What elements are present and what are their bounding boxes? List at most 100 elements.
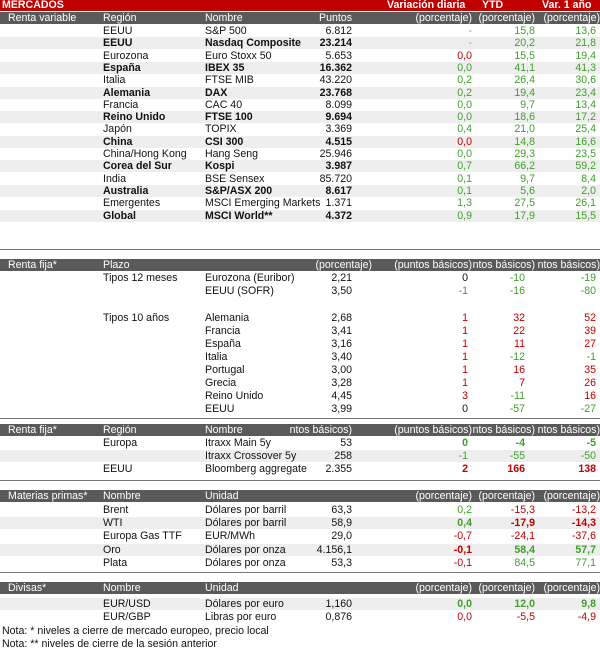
- table-row: España 3,16 1 11 27: [0, 338, 600, 350]
- row-name: CSI 300: [205, 135, 244, 148]
- row-daily-change: 0,2: [457, 86, 472, 99]
- header-daily: (porcentaje): [415, 12, 472, 24]
- header-section-label: Renta fija*: [8, 424, 57, 436]
- row-ytd: 32: [513, 312, 525, 324]
- row-points: 5.653: [325, 49, 352, 62]
- table-row: Francia CAC 40 8.099 0,0 9,7 13,4: [0, 99, 600, 111]
- footnote: Nota: * niveles a cierre de mercado euro…: [2, 625, 269, 637]
- row-ytd: -10: [509, 272, 525, 284]
- table-row: Japón TOPIX 3.369 0,4 21,0 25,4: [0, 123, 600, 135]
- row-region: EEUU: [103, 25, 133, 37]
- header-section-label: Renta variable: [8, 12, 77, 24]
- row-ytd: 22: [513, 325, 525, 337]
- row-daily-change: 0: [462, 272, 468, 284]
- row-1y: -4,9: [577, 611, 596, 623]
- row-name: CAC 40: [205, 98, 243, 111]
- row-name: FTSE 100: [205, 111, 253, 124]
- section-divider: [0, 249, 600, 250]
- row-daily-change: -0,1: [453, 543, 472, 556]
- header-1y: ntos básicos): [537, 424, 600, 436]
- col-ytd-title: YTD: [482, 0, 504, 11]
- row-name: Hang Seng: [205, 148, 259, 160]
- row-region: Alemania: [103, 86, 151, 99]
- row-ytd: -4: [515, 437, 525, 449]
- header-name: Nombre: [103, 490, 141, 502]
- header-divisas: Divisas* Nombre Unidad (porcentaje) (porcent…: [0, 582, 600, 594]
- row-ytd: 26,4: [514, 74, 535, 87]
- header-1y: (porcentaje): [543, 12, 600, 24]
- row-points: 8.617: [325, 184, 352, 197]
- row-ytd: 29,3: [514, 148, 535, 160]
- table-row: Francia 3,41 1 22 39: [0, 325, 600, 337]
- row-ytd: 7: [519, 377, 525, 389]
- footnote: Nota: ** niveles de cierre de la sesión …: [2, 638, 217, 650]
- row-ytd: 12,0: [514, 598, 535, 610]
- row-1y: -50: [580, 450, 596, 462]
- table-row: EEUU (SOFR) 3,50 -1 -16 -80: [0, 285, 600, 297]
- header-region: Región: [103, 424, 137, 436]
- row-daily-change: 3: [462, 390, 468, 402]
- row-daily-change: 2: [462, 463, 468, 475]
- row-1y: 57,7: [575, 543, 596, 556]
- row-value: 3,16: [331, 338, 352, 350]
- row-daily-change: 0,9: [457, 209, 472, 222]
- row-daily-change: 0,0: [457, 135, 472, 148]
- row-1y: 26,1: [575, 197, 596, 210]
- header-unit: Unidad: [205, 582, 239, 594]
- row-name: EUR/GBP: [103, 611, 151, 623]
- row-region: Corea del Sur: [103, 160, 172, 173]
- row-region: Global: [103, 209, 136, 222]
- row-points: 4.515: [325, 135, 352, 148]
- row-daily-change: 0,1: [457, 172, 472, 185]
- table-row: Europa Gas TTF EUR/MWh 29,0 -0,7 -24,1 -37,6: [0, 530, 600, 542]
- row-daily-change: 0,0: [457, 98, 472, 111]
- row-value: 4,45: [331, 390, 352, 402]
- header-daily: (puntos básicos): [394, 424, 472, 436]
- row-value: 1,160: [325, 598, 352, 610]
- row-name: EEUU (SOFR): [205, 285, 274, 297]
- row-1y: 59,2: [575, 160, 596, 173]
- row-value: 63,3: [331, 504, 352, 516]
- row-ytd: 9,7: [520, 172, 535, 185]
- header-name: Nombre: [205, 424, 243, 436]
- row-region: Francia: [103, 98, 139, 111]
- row-daily-change: 1: [462, 325, 468, 337]
- row-1y: 2,0: [581, 184, 596, 197]
- row-1y: 19,4: [575, 49, 596, 62]
- row-daily-change: 1,3: [457, 197, 472, 210]
- row-name: Itraxx Crossover 5y: [205, 450, 297, 462]
- row-ytd: -15,3: [510, 504, 535, 516]
- row-ytd: 84,5: [514, 556, 535, 569]
- row-unit: EUR/MWh: [205, 530, 256, 543]
- table-row: India BSE Sensex 85.720 0,1 9,7 8,4: [0, 173, 600, 185]
- row-value: 3,99: [331, 403, 352, 415]
- header-daily: (puntos básicos): [394, 259, 472, 271]
- row-ytd: 15,5: [514, 49, 535, 62]
- table-row: Corea del Sur Kospi 3.987 0,7 66,2 59,2: [0, 160, 600, 173]
- col-1y-title: Var. 1 año: [542, 0, 592, 11]
- header-ytd: (porcentaje): [478, 582, 535, 594]
- row-ytd: 16: [513, 364, 525, 376]
- table-row: Alemania DAX 23.768 0,2 19,4 23,4: [0, 86, 600, 99]
- row-region: India: [103, 172, 126, 185]
- row-region: EEUU: [103, 463, 133, 475]
- row-ytd: 17,9: [514, 209, 535, 222]
- row-1y: -27: [580, 403, 596, 415]
- row-unit: Libras por euro: [205, 611, 277, 623]
- row-daily-change: 0,0: [457, 49, 472, 62]
- row-name: S&P 500: [205, 25, 247, 37]
- row-region: China: [103, 135, 133, 148]
- row-unit: Dólares por onza: [205, 543, 286, 556]
- row-1y: -14,3: [571, 517, 596, 530]
- row-unit: Dólares por euro: [205, 598, 284, 610]
- row-value: 29,0: [331, 530, 352, 543]
- row-plazo: Tipos 12 meses: [103, 272, 178, 284]
- table-row: Plata Dólares por onza 53,3 -0,1 84,5 77,1: [0, 557, 600, 569]
- section-divider: [0, 572, 600, 573]
- title: MERCADOS: [2, 0, 64, 11]
- row-ytd: -12: [509, 351, 525, 363]
- row-ytd: 19,4: [514, 86, 535, 99]
- row-points: 4.372: [325, 209, 352, 222]
- row-1y: 16: [584, 390, 596, 402]
- row-daily-change: -1: [458, 285, 468, 297]
